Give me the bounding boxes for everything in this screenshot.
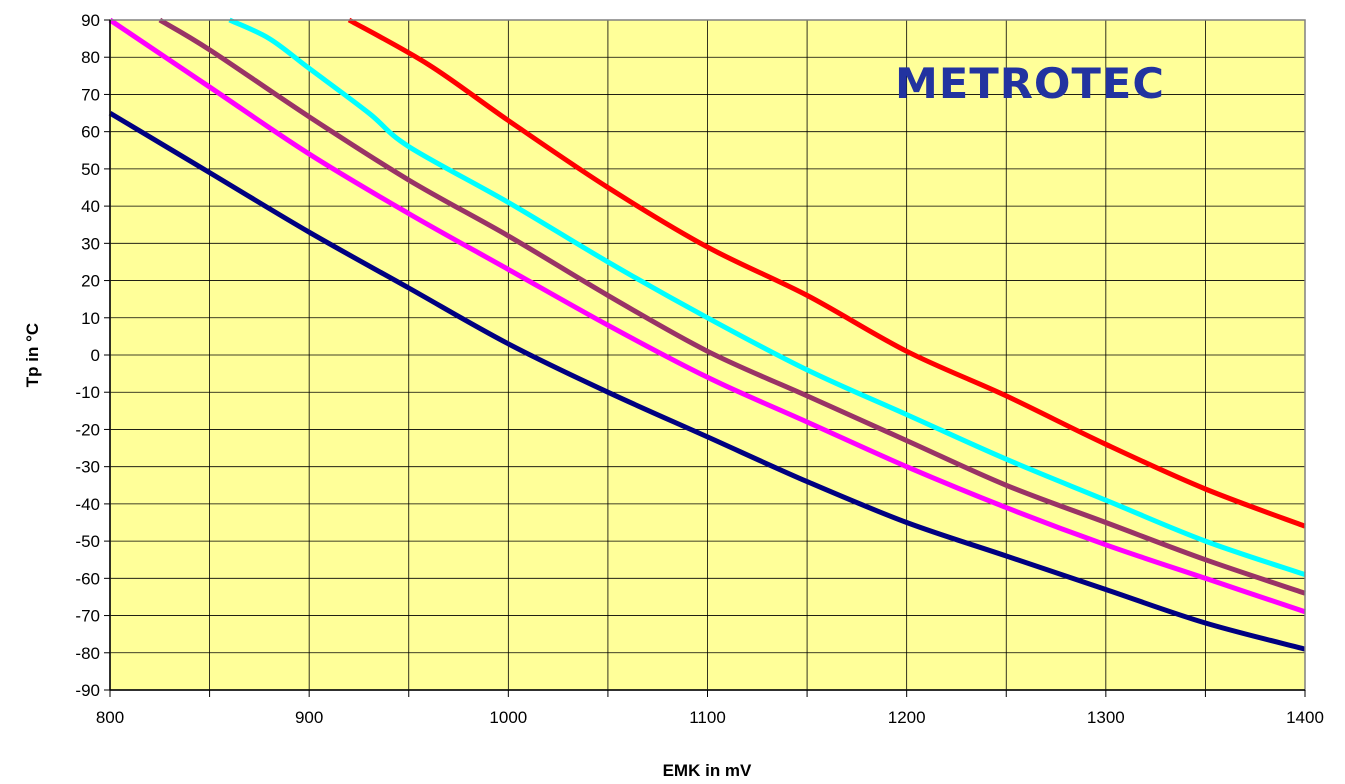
series-line-5: [108, 110, 1306, 652]
y-tick-label: 40: [81, 197, 100, 216]
y-axis-title: Tp in °C: [23, 323, 42, 387]
series-line-4: [108, 17, 1306, 615]
y-tick-label: 70: [81, 85, 100, 104]
x-tick-labels: 800 900 1000 1100 1200 1300 1400: [96, 708, 1324, 727]
y-tick-label: -10: [75, 383, 100, 402]
series-line-2: [228, 17, 1306, 577]
y-tick-label: -40: [75, 495, 100, 514]
y-tick-label: 20: [81, 272, 100, 291]
x-tick-label: 1000: [489, 708, 527, 727]
series-group: [108, 17, 1306, 652]
x-tick-label: 1100: [689, 708, 726, 727]
y-tick-label: 10: [81, 309, 100, 328]
y-tick-label: -20: [75, 420, 100, 439]
x-tick-label: 1200: [888, 708, 926, 727]
series-line-3: [158, 17, 1306, 596]
y-tick-label: 60: [81, 123, 100, 142]
y-tick-label: 90: [81, 11, 100, 30]
y-tick-label: -30: [75, 458, 100, 477]
y-tick-label: -90: [75, 681, 100, 700]
axes: [104, 19, 1306, 697]
x-tick-label: 1300: [1087, 708, 1125, 727]
y-tick-label: 50: [81, 160, 100, 179]
svg-text:METROTEC: METROTEC: [895, 59, 1165, 108]
metrotec-logo: METROTEC: [895, 59, 1165, 108]
x-axis-title: EMK in mV: [663, 761, 752, 780]
y-tick-label: -50: [75, 532, 100, 551]
y-tick-labels: 90 80 70 60 50 40 30 20 10 0 -10 -20 -30 -40 -50 -60 -70…: [75, 11, 100, 700]
y-tick-label: -60: [75, 569, 100, 588]
y-tick-label: -80: [75, 644, 100, 663]
y-tick-label: 30: [81, 234, 100, 253]
y-tick-label: 80: [81, 48, 100, 67]
y-tick-label: -70: [75, 607, 100, 626]
x-tick-label: 1400: [1286, 708, 1324, 727]
series-line-1: [347, 17, 1306, 529]
x-tick-label: 900: [295, 708, 323, 727]
x-tick-label: 800: [96, 708, 124, 727]
y-tick-label: 0: [91, 346, 100, 365]
